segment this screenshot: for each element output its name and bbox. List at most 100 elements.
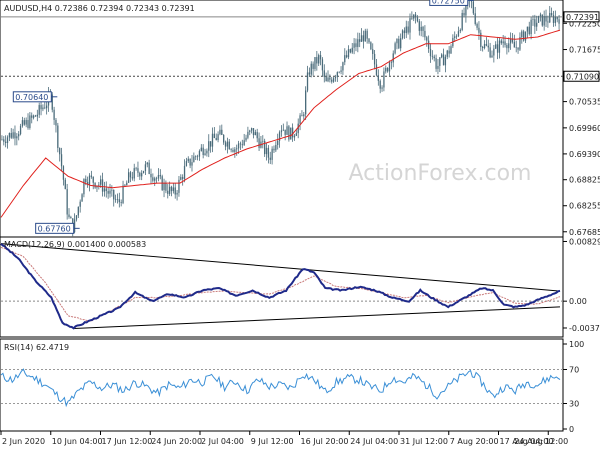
candle-body [86, 182, 89, 185]
candle-body [549, 13, 551, 23]
candle-body [57, 125, 59, 149]
rsi-panel: RSI(14) 62.4719 100 70 30 0 [0, 338, 584, 434]
candle-body [284, 129, 286, 135]
candle-body [38, 105, 40, 115]
candle-body [21, 120, 24, 126]
candle-body [3, 139, 5, 142]
candle-body [310, 63, 312, 75]
candle-body [508, 43, 510, 49]
candle-body [487, 45, 489, 48]
candle-body [92, 176, 94, 183]
candle-body [353, 43, 355, 48]
macd-y-axis: 0.008296 0.00 -0.003725 [563, 237, 600, 333]
candle-body [200, 147, 202, 151]
candle-body [536, 22, 538, 27]
candle-body [347, 49, 350, 58]
macd-trendlines [0, 243, 561, 330]
candle-body [139, 172, 141, 177]
candle-body [377, 75, 379, 81]
price-panel: ActionForex.com 0.72750 0.70640 0.67760 AU… [0, 0, 600, 238]
candle-body [435, 58, 437, 69]
candle-body [400, 38, 402, 49]
macd-trendline [73, 306, 561, 330]
candle-body [191, 162, 193, 166]
candle-body [273, 148, 275, 151]
candle-body [288, 126, 290, 140]
candle-body [45, 105, 48, 109]
candle-body [111, 189, 113, 191]
candle-body [165, 183, 167, 191]
candle-body [118, 199, 120, 203]
candle-body [411, 18, 413, 19]
candle-body [131, 177, 134, 179]
candle-body [182, 177, 184, 179]
candle-body [278, 132, 281, 141]
candle-body [509, 38, 512, 44]
candle-body [172, 187, 175, 192]
candle-body [256, 132, 258, 139]
candle-body [444, 56, 447, 66]
price-y-axis: 0.72250 0.71675 0.71090 0.70535 0.69960 0.693… [563, 19, 600, 237]
candle-body [59, 148, 61, 155]
candle-body [126, 182, 128, 186]
candle-body [170, 186, 173, 192]
candle-body [420, 26, 422, 31]
candle-body [511, 38, 514, 42]
candle-body [427, 40, 430, 49]
candle-body [209, 141, 212, 147]
candle-body [68, 214, 70, 218]
candle-body [386, 67, 389, 72]
price-y-tick-label: 0.69960 [569, 124, 600, 133]
candle-body [362, 35, 365, 42]
candle-body [318, 55, 320, 64]
macd-title: MACD(12,26,9) 0.001400 0.000583 [4, 240, 146, 249]
candle-body [101, 179, 104, 192]
candle-body [34, 115, 37, 117]
candle-body [42, 107, 44, 110]
candle-body [88, 175, 91, 185]
candle-body [441, 54, 443, 58]
candle-body [314, 57, 316, 69]
candle-body [491, 55, 493, 58]
candle-body [116, 199, 119, 200]
candle-body [159, 175, 161, 177]
candle-body [413, 14, 415, 19]
candle-body [366, 30, 368, 39]
candle-body [75, 215, 78, 220]
candle-body [174, 187, 176, 195]
candle-body [245, 137, 247, 141]
candle-body [247, 131, 249, 138]
price-y-tick-label: 0.68255 [569, 202, 600, 211]
candle-body [105, 188, 107, 192]
macd-y-tick-label: 0.00 [569, 297, 587, 306]
candle-body [19, 125, 22, 135]
candle-body [459, 29, 461, 32]
candle-body [224, 142, 227, 147]
candle-body [345, 55, 348, 58]
candle-body [465, 4, 467, 16]
candle-body [483, 43, 486, 49]
candle-body [437, 65, 439, 69]
candle-body [120, 202, 122, 203]
candle-body [206, 150, 208, 154]
candle-body [515, 47, 517, 49]
rsi-title: RSI(14) 62.4719 [4, 343, 69, 352]
candle-body [236, 148, 238, 150]
candle-body [230, 149, 232, 150]
candle-body [375, 64, 378, 76]
candle-body [498, 40, 501, 53]
candle-body [394, 43, 396, 54]
candle-body [286, 126, 288, 135]
candle-body [100, 179, 102, 185]
candle-body [295, 133, 297, 136]
candle-body [319, 55, 322, 60]
time-tick-label: 17 Jun 12:00 [102, 437, 153, 446]
candle-body [10, 133, 12, 138]
candle-body [168, 186, 171, 194]
candle-body [364, 30, 366, 42]
candle-body [316, 57, 318, 64]
candle-body [18, 134, 20, 137]
price-annotations: 0.72750 0.70640 0.67760 [12, 0, 474, 234]
candle-body [474, 13, 476, 24]
